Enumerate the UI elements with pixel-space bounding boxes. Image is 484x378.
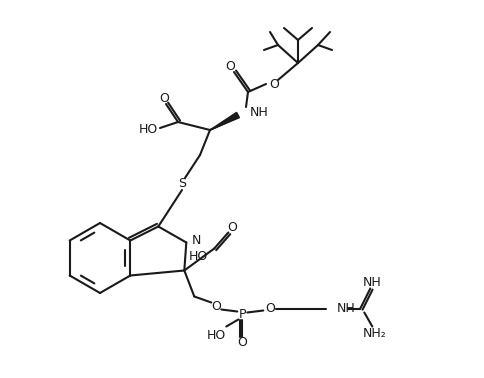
Text: N: N	[191, 234, 200, 247]
Text: NH₂: NH₂	[362, 327, 385, 340]
Text: O: O	[265, 302, 275, 315]
Text: NH: NH	[362, 276, 381, 289]
Text: HO: HO	[138, 124, 157, 136]
Text: P: P	[238, 308, 245, 321]
Text: O: O	[237, 336, 247, 349]
Text: O: O	[211, 300, 221, 313]
Text: NH: NH	[249, 105, 268, 118]
Text: HO: HO	[206, 329, 226, 342]
Text: HO: HO	[188, 250, 208, 263]
Text: O: O	[159, 91, 168, 104]
Text: NH: NH	[335, 302, 354, 315]
Text: O: O	[225, 60, 234, 73]
Text: S: S	[178, 178, 186, 191]
Text: O: O	[227, 221, 237, 234]
Polygon shape	[210, 112, 239, 130]
Text: O: O	[269, 77, 278, 90]
